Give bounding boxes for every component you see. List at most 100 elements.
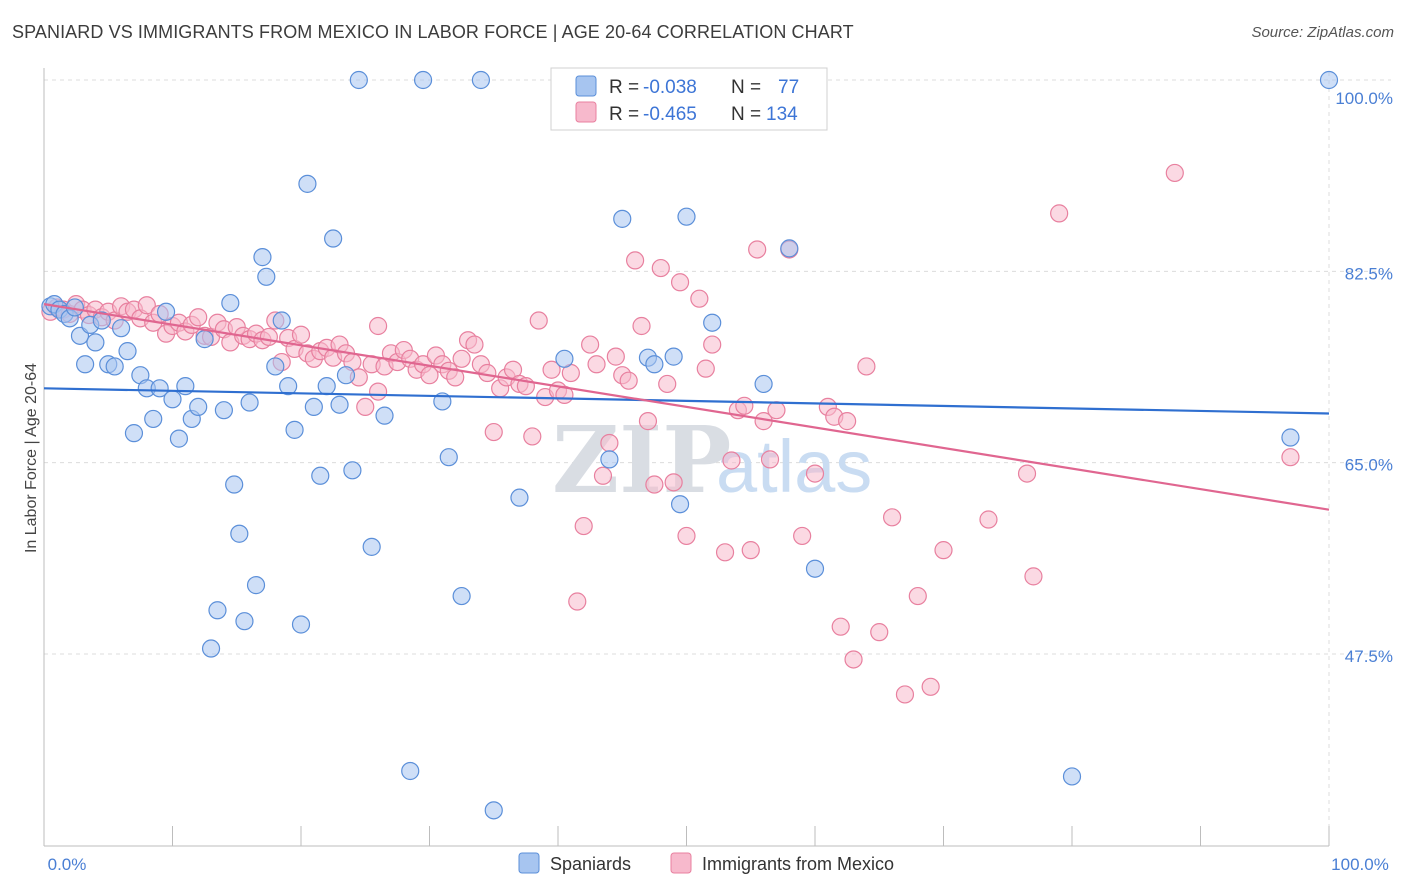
point-mexico [831, 617, 850, 636]
y-tick-label: 47.5% [1345, 647, 1393, 666]
stats-legend: R = -0.038 N = 77 R = -0.465 N = 134 [550, 67, 828, 131]
legend-n-value: 134 [766, 104, 798, 125]
point-spaniards [349, 70, 368, 90]
point-spaniards [510, 488, 529, 507]
point-mexico [1050, 204, 1069, 223]
point-spaniards [163, 390, 182, 409]
point-mexico [291, 325, 311, 344]
point-spaniards [124, 424, 144, 443]
point-mexico [587, 355, 606, 374]
point-mexico [593, 466, 613, 485]
point-spaniards [343, 461, 362, 480]
point-mexico [1017, 464, 1037, 483]
point-mexico [369, 316, 388, 336]
point-spaniards [118, 342, 137, 361]
point-spaniards [670, 495, 690, 514]
series-legend-swatch-mexico [670, 852, 692, 874]
point-spaniards [754, 374, 773, 394]
point-spaniards [201, 639, 221, 658]
point-mexico [767, 401, 786, 420]
point-spaniards [1281, 428, 1300, 447]
point-mexico [658, 374, 677, 394]
point-mexico [882, 508, 902, 527]
series-legend-swatch-spaniards [518, 852, 540, 874]
point-spaniards [230, 524, 249, 543]
point-spaniards [195, 330, 214, 349]
series-legend-label-spaniards: Spaniards [550, 854, 631, 874]
point-spaniards [235, 612, 254, 631]
point-spaniards [362, 537, 381, 556]
point-spaniards [221, 293, 240, 313]
point-spaniards [336, 366, 356, 385]
axes [43, 68, 1330, 847]
trend-layer [43, 303, 1330, 511]
trend-line-spaniards [43, 387, 1330, 415]
watermark: ZIP atlas [552, 406, 872, 514]
point-spaniards [304, 397, 323, 417]
point-mexico [677, 526, 696, 546]
point-spaniards [92, 311, 111, 330]
point-spaniards [1062, 767, 1082, 786]
stats-legend-row-mexico: R = -0.465 N = 134 [575, 101, 798, 125]
point-mexico [606, 347, 625, 366]
point-mexico [895, 685, 915, 704]
x-tick-label: 100.0% [1331, 855, 1389, 874]
trend-line-mexico [43, 303, 1330, 511]
point-spaniards [555, 349, 574, 368]
point-mexico [934, 541, 953, 560]
point-spaniards [156, 302, 176, 321]
point-spaniards [208, 601, 227, 620]
point-mexico [760, 450, 780, 469]
point-mexico [715, 543, 735, 562]
series-legend: Spaniards Immigrants from Mexico [518, 852, 894, 874]
y-axis-label: In Labor Force | Age 20-64 [23, 363, 40, 553]
point-spaniards [613, 209, 632, 228]
point-mexico [189, 308, 208, 327]
point-spaniards [317, 377, 336, 396]
point-mexico [979, 510, 998, 529]
legend-n-value: 77 [778, 77, 799, 98]
point-spaniards [703, 313, 722, 332]
x-tick-label: 0.0% [48, 855, 87, 874]
point-spaniards [1319, 70, 1339, 90]
point-mexico [356, 397, 375, 417]
point-mexico [568, 592, 587, 611]
point-mexico [722, 451, 741, 470]
point-spaniards [452, 586, 471, 606]
point-spaniards [150, 379, 169, 398]
point-spaniards [330, 395, 349, 414]
point-spaniards [214, 401, 233, 420]
point-mexico [793, 526, 812, 546]
point-spaniards [805, 559, 825, 578]
point-mexico [137, 296, 156, 315]
point-mexico [625, 251, 645, 270]
point-spaniards [471, 70, 490, 90]
point-spaniards [677, 207, 696, 226]
point-spaniards [144, 409, 163, 429]
point-mexico [600, 433, 619, 453]
point-spaniards [324, 229, 343, 248]
point-mexico [844, 650, 863, 669]
point-spaniards [111, 319, 131, 338]
point-spaniards [484, 801, 503, 820]
point-spaniards [189, 397, 208, 417]
point-mexico [921, 677, 940, 696]
point-spaniards [246, 576, 266, 595]
point-spaniards [169, 429, 189, 448]
point-spaniards [401, 761, 420, 781]
point-spaniards [375, 406, 394, 425]
point-mexico [805, 464, 825, 483]
y-tick-label: 65.0% [1345, 456, 1393, 475]
point-mexico [908, 586, 927, 606]
point-mexico [529, 311, 548, 330]
point-mexico [1165, 163, 1184, 183]
legend-r-value: -0.465 [643, 104, 697, 125]
point-spaniards [285, 420, 304, 439]
point-mexico [259, 327, 278, 347]
point-spaniards [76, 355, 95, 374]
point-mexico [703, 335, 722, 354]
point-spaniards [257, 267, 276, 286]
chart-title: SPANIARD VS IMMIGRANTS FROM MEXICO IN LA… [12, 22, 854, 42]
point-spaniards [780, 239, 799, 258]
point-spaniards [86, 333, 105, 352]
